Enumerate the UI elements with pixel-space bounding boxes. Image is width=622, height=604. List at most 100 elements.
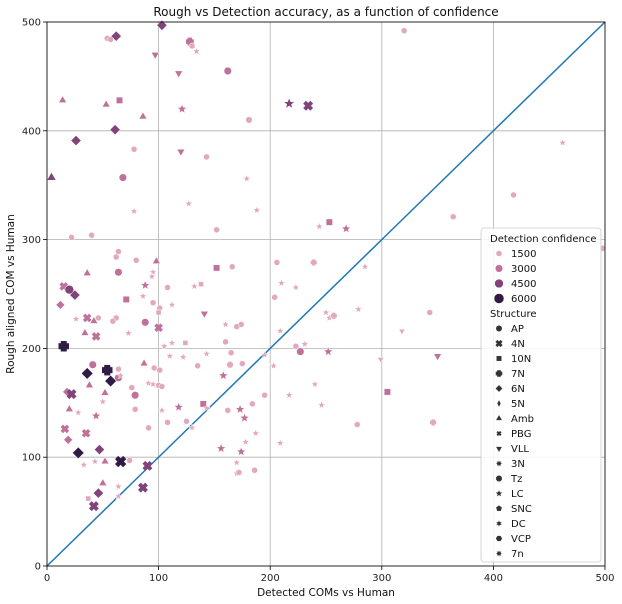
data-point [155, 309, 162, 316]
data-point [133, 257, 140, 264]
legend-structure-label: Tz [510, 474, 522, 485]
data-point [72, 446, 85, 459]
legend-structure-label: VLL [511, 444, 529, 455]
data-point [90, 410, 102, 421]
data-point [165, 351, 175, 360]
data-point [104, 374, 117, 388]
legend-size-title: Detection confidence [490, 234, 597, 245]
data-point [60, 424, 70, 434]
chart-title: Rough vs Detection accuracy, as a functi… [153, 5, 498, 19]
data-point [269, 361, 278, 370]
data-point [100, 456, 110, 465]
data-point [147, 271, 157, 281]
data-point [242, 174, 252, 183]
data-point [148, 379, 158, 389]
legend-structure-label: 3N [511, 459, 525, 470]
data-point [433, 353, 442, 362]
data-point [275, 326, 285, 335]
data-point [90, 456, 100, 466]
data-point [310, 258, 318, 267]
data-point [310, 379, 320, 389]
data-point [88, 360, 97, 369]
data-point [251, 428, 261, 437]
legend-structure-marker [495, 325, 503, 332]
data-point [198, 281, 204, 288]
data-point [88, 501, 99, 512]
data-point [237, 321, 245, 328]
y-tick-label: 300 [22, 235, 41, 246]
data-point [239, 360, 246, 367]
data-point [138, 291, 148, 300]
data-point [158, 383, 166, 390]
data-point [159, 341, 169, 350]
legend-structure-marker [495, 414, 503, 421]
data-point [330, 312, 338, 320]
data-point [398, 328, 406, 336]
data-point [64, 404, 74, 412]
legend-box [480, 227, 602, 563]
data-point [139, 358, 149, 367]
data-point [322, 346, 334, 357]
data-point [178, 352, 188, 361]
data-point [69, 289, 81, 301]
data-point [122, 295, 130, 303]
data-point [182, 340, 189, 346]
data-point [235, 469, 243, 476]
data-point [199, 311, 209, 319]
data-point [321, 307, 331, 317]
data-point [79, 460, 89, 469]
legend-structure-marker [494, 458, 504, 469]
data-point [81, 428, 91, 438]
legend-size-label: 3000 [511, 264, 536, 275]
data-point [80, 328, 90, 336]
data-point [317, 400, 326, 409]
legend: Detection confidence 1500 3000 4500 6000 Stru… [480, 227, 602, 563]
legend-structure-label: VCP [511, 534, 531, 545]
data-point [82, 313, 92, 323]
data-point [232, 458, 242, 467]
legend-structure-marker [495, 475, 503, 482]
data-point [144, 378, 153, 387]
legend-size-label: 4500 [511, 279, 536, 290]
data-point [449, 213, 457, 220]
data-point [124, 328, 133, 337]
data-point [239, 412, 250, 423]
data-point [303, 100, 314, 111]
data-point [66, 389, 77, 400]
data-point [173, 401, 185, 412]
data-point [188, 42, 196, 50]
y-tick-label: 400 [22, 126, 41, 137]
data-point [325, 218, 333, 226]
data-point [107, 36, 114, 43]
legend-structure-marker [494, 548, 504, 559]
y-tick-label: 100 [22, 453, 41, 464]
data-point [115, 248, 122, 255]
legend-structure-marker [495, 446, 503, 453]
data-point [145, 424, 152, 432]
data-point [55, 300, 66, 310]
legend-structure-label: DC [511, 519, 526, 530]
legend-structure-label: 10N [511, 354, 531, 365]
legend-size-label: 1500 [511, 249, 536, 260]
data-point [82, 268, 92, 276]
data-point [221, 319, 230, 329]
legend-structure-label: 5N [511, 399, 525, 410]
data-point [141, 318, 150, 327]
data-point [249, 400, 256, 408]
legend-structure-marker [495, 339, 503, 348]
data-point [251, 467, 258, 474]
data-point [91, 332, 101, 341]
legend-structure-marker [494, 488, 504, 498]
data-point [70, 135, 82, 147]
data-point [224, 407, 232, 414]
axis-ticks: 0 100 200 300 400 500 0 100 200 300 400 500 [22, 18, 615, 585]
data-point [275, 438, 285, 447]
data-point [241, 437, 251, 446]
data-point [92, 487, 104, 499]
data-point [340, 223, 352, 234]
legend-size-marker [495, 250, 503, 257]
data-point [227, 349, 235, 356]
data-point [101, 99, 111, 108]
data-point [271, 294, 278, 301]
